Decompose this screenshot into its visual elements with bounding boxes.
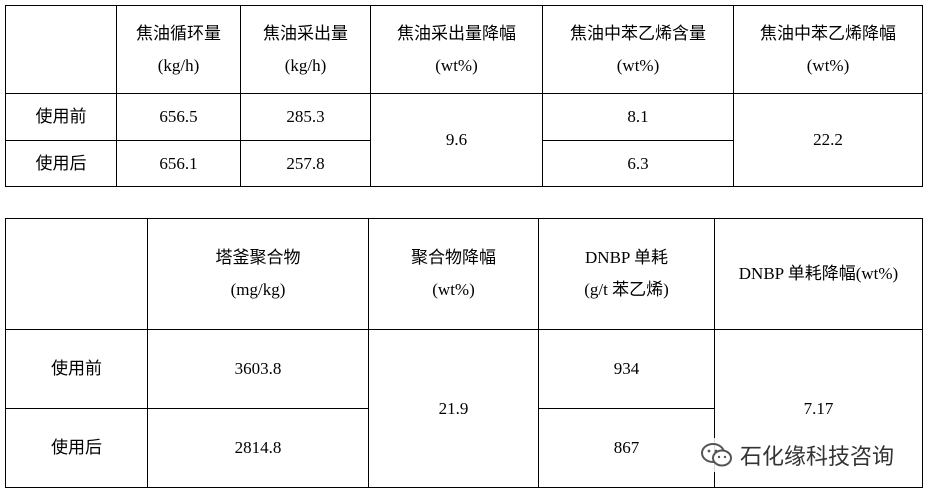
watermark: 石化缘科技咨询: [700, 438, 895, 472]
table-2: 塔釜聚合物 (mg/kg) 聚合物降幅 (wt%) DNBP 单耗 (g/t 苯乙烯)…: [5, 218, 923, 488]
cell: 257.8: [240, 140, 371, 187]
cell: 6.3: [542, 140, 734, 187]
header-cell: 焦油采出量降幅 (wt%): [370, 5, 543, 94]
header-unit: (mg/kg): [230, 280, 286, 299]
header-unit: (kg/h): [157, 55, 200, 75]
header-text: 焦油中苯乙烯降幅: [760, 23, 896, 43]
cell: 934: [538, 329, 715, 409]
wechat-icon: [701, 443, 732, 467]
header-text: 焦油采出量: [263, 23, 348, 43]
watermark-text: 石化缘科技咨询: [740, 445, 895, 470]
header-unit: (wt%): [432, 280, 475, 299]
cell: 9.6: [370, 93, 543, 187]
header-cell: 焦油循环量 (kg/h): [116, 5, 241, 94]
header-cell: [5, 218, 148, 330]
row-label: 使用后: [5, 140, 117, 187]
table-1: 焦油循环量 (kg/h) 焦油采出量 (kg/h) 焦油采出量降幅 (wt%) 焦油中…: [5, 5, 923, 187]
header-cell: 焦油中苯乙烯含量 (wt%): [542, 5, 734, 94]
cell: 21.9: [368, 329, 539, 488]
header-cell: 聚合物降幅 (wt%): [368, 218, 539, 330]
cell: 2814.8: [147, 408, 369, 488]
header-text: 塔釜聚合物: [215, 248, 301, 267]
header-text: DNBP 单耗: [585, 248, 668, 267]
cell: 22.2: [733, 93, 923, 187]
header-cell: [5, 5, 117, 94]
header-cell: 焦油中苯乙烯降幅 (wt%): [733, 5, 923, 94]
header-unit: (wt%): [435, 55, 478, 75]
header-text: 焦油中苯乙烯含量: [570, 23, 706, 43]
header-text: DNBP 单耗降幅(wt%): [738, 264, 899, 283]
cell: 3603.8: [147, 329, 369, 409]
header-text: 焦油采出量降幅: [397, 23, 516, 43]
header-cell: 焦油采出量 (kg/h): [240, 5, 371, 94]
header-unit: (kg/h): [284, 55, 327, 75]
row-label: 使用前: [5, 93, 117, 141]
cell: 656.5: [116, 93, 241, 141]
header-cell: DNBP 单耗 (g/t 苯乙烯): [538, 218, 715, 330]
header-text: 焦油循环量: [136, 23, 221, 43]
header-text: 聚合物降幅: [411, 248, 496, 267]
cell: 867: [538, 408, 715, 488]
cell: 656.1: [116, 140, 241, 187]
row-label: 使用前: [5, 329, 148, 409]
header-cell: 塔釜聚合物 (mg/kg): [147, 218, 369, 330]
header-unit: (wt%): [806, 55, 850, 75]
cell: 8.1: [542, 93, 734, 141]
cell: 285.3: [240, 93, 371, 141]
header-unit: (g/t 苯乙烯): [584, 280, 669, 299]
row-label: 使用后: [5, 408, 148, 488]
header-unit: (wt%): [616, 55, 660, 75]
header-cell: DNBP 单耗降幅(wt%): [714, 218, 923, 330]
